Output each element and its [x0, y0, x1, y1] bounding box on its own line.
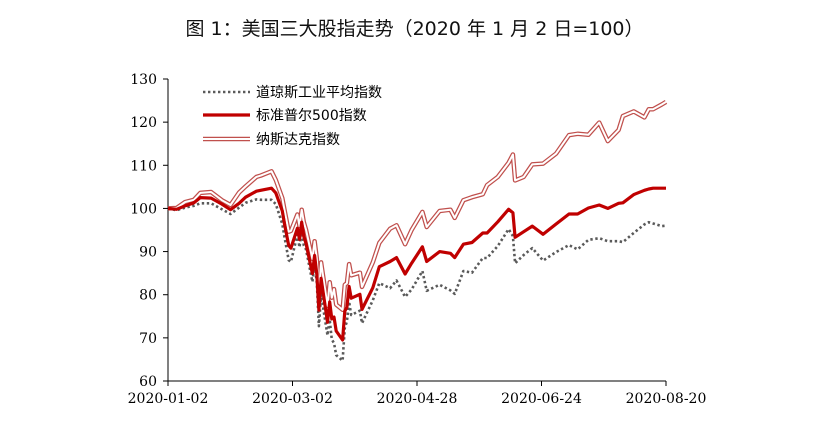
series-line-sp500: [167, 186, 666, 342]
series-lines: [167, 99, 668, 362]
y-axis-ticks: 60 70 80 90 100 110 120 130: [130, 72, 168, 390]
x-tick-label: 2020-03-02: [252, 391, 333, 407]
chart-title: 图 1：美国三大股指走势（2020 年 1 月 2 日=100）: [185, 18, 644, 40]
legend-label: 标准普尔500指数: [256, 108, 367, 124]
x-axis-ticks: 2020-01-02 2020-03-02 2020-04-28 2020-06-24…: [128, 381, 707, 407]
x-tick-label: 2020-08-20: [626, 391, 707, 407]
y-tick-label: 90: [139, 245, 157, 261]
series-line-dow: [167, 198, 667, 362]
y-tick-label: 130: [130, 72, 157, 88]
y-tick-label: 120: [130, 115, 157, 131]
chart-axes: [167, 79, 666, 382]
legend-label: 纳斯达克指数: [256, 132, 340, 148]
x-tick-label: 2020-01-02: [128, 391, 209, 407]
y-tick-label: 80: [139, 288, 157, 304]
y-tick-label: 100: [130, 201, 157, 217]
y-tick-label: 110: [130, 158, 157, 174]
y-tick-label: 70: [139, 331, 157, 347]
series-line-nasdaq-inner: [167, 101, 667, 311]
legend-label: 道琼斯工业平均指数: [256, 85, 382, 101]
x-tick-label: 2020-06-24: [501, 391, 582, 407]
y-tick-label: 60: [139, 374, 157, 390]
x-tick-label: 2020-04-28: [377, 391, 458, 407]
